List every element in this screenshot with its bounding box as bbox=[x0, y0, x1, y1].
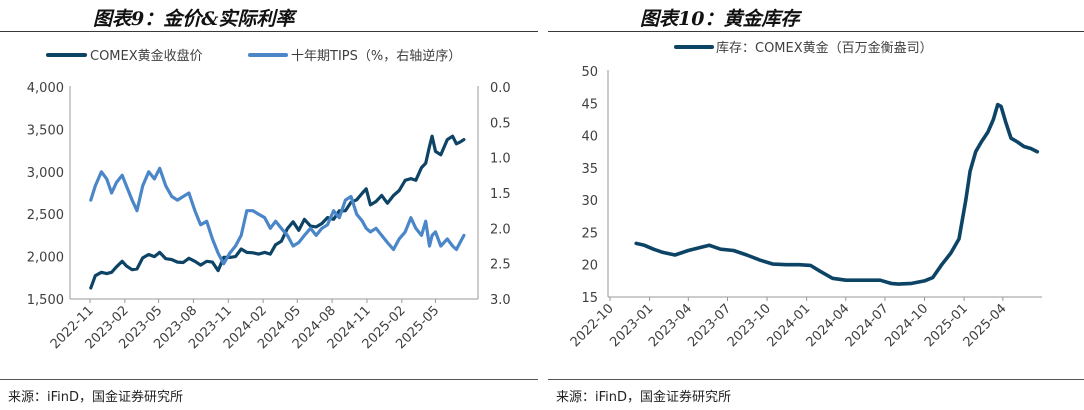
right-y-tick-label: 30 bbox=[581, 194, 598, 209]
right-y-tick-label: 20 bbox=[581, 259, 598, 274]
left-y2-tick-label: 1.0 bbox=[490, 152, 511, 167]
left-y-tick-label: 2,500 bbox=[27, 208, 64, 223]
left-y2-tick-label: 0.5 bbox=[490, 116, 511, 131]
right-y-tick-label: 45 bbox=[581, 97, 598, 112]
right-y-tick-label: 50 bbox=[581, 65, 598, 80]
left-y-tick-label: 4,000 bbox=[27, 81, 64, 96]
left-y2-tick-label: 2.5 bbox=[490, 258, 511, 273]
left-y-tick-label: 2,000 bbox=[27, 251, 64, 266]
left-y2-tick-label: 1.5 bbox=[490, 187, 511, 202]
right-panel-title: 图表10：黄金库存 bbox=[640, 8, 800, 30]
left-title-rule bbox=[0, 31, 538, 32]
left-y-tick-label: 1,500 bbox=[27, 293, 64, 308]
right-y-tick-label: 25 bbox=[581, 226, 598, 241]
right-y-tick-label: 40 bbox=[581, 130, 598, 145]
right-source-note: 来源：iFinD，国金证券研究所 bbox=[556, 390, 732, 405]
left-x-ticks: 2022-112023-022023-052023-082023-112024-… bbox=[48, 299, 442, 352]
chart-canvas: COMEX黄金收盘价 十年期TIPS（%，右轴逆序） 库存：COMEX黄金（百万… bbox=[27, 40, 1042, 352]
left-y-tick-label: 3,000 bbox=[27, 166, 64, 181]
left-panel-title: 图表9：金价&实际利率 bbox=[93, 8, 295, 30]
right-title-rule bbox=[548, 31, 1084, 32]
right-series-group bbox=[634, 102, 1040, 286]
right-x-ticks: 2022-102023-012023-042023-072023-102024-… bbox=[568, 297, 1010, 350]
left-y-right-ticks: 0.0 0.5 1.0 1.5 2.0 2.5 3.0 bbox=[490, 81, 511, 308]
left-y-tick-label: 3,500 bbox=[27, 123, 64, 138]
right-bottom-rule bbox=[548, 379, 1084, 380]
right-y-tick-label: 35 bbox=[581, 162, 598, 177]
left-legend-label-gold: COMEX黄金收盘价 bbox=[90, 48, 203, 64]
right-x-tick-label: 2025-04 bbox=[961, 301, 1010, 350]
left-source-note: 来源：iFinD，国金证券研究所 bbox=[8, 390, 184, 405]
tips-series-line bbox=[89, 166, 466, 266]
gold-price-series-line bbox=[89, 134, 466, 290]
right-y-ticks: 15 20 25 30 35 40 45 50 bbox=[581, 65, 598, 306]
left-y-left-ticks: 1,500 2,000 2,500 3,000 3,500 4,000 bbox=[27, 81, 64, 308]
right-y-tick-label: 15 bbox=[581, 291, 598, 306]
left-series-group bbox=[89, 134, 466, 290]
left-y2-tick-label: 2.0 bbox=[490, 222, 511, 237]
right-legend-label-inventory: 库存：COMEX黄金（百万金衡盎司） bbox=[716, 40, 933, 56]
left-legend-label-tips: 十年期TIPS（%，右轴逆序） bbox=[291, 48, 461, 64]
left-legend: COMEX黄金收盘价 十年期TIPS（%，右轴逆序） bbox=[46, 48, 461, 64]
left-bottom-rule bbox=[0, 379, 538, 380]
left-y2-tick-label: 0.0 bbox=[490, 81, 511, 96]
right-legend: 库存：COMEX黄金（百万金衡盎司） bbox=[674, 40, 933, 56]
comex-inventory-series-line bbox=[634, 102, 1040, 286]
left-y2-tick-label: 3.0 bbox=[490, 293, 511, 308]
